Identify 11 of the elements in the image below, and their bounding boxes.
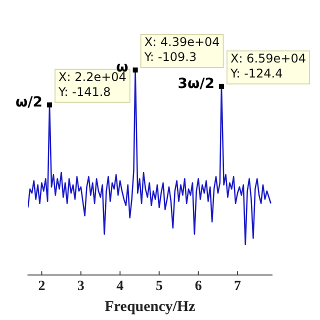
x-tick-label: 6: [194, 279, 202, 294]
x-tick-label: 7: [234, 279, 242, 294]
x-tick-label: 2: [38, 279, 46, 294]
x-tick-label: 3: [77, 279, 84, 294]
annotation: X: 6.59e+04 Y: -124.4: [229, 52, 306, 81]
annotation: ω/2: [16, 94, 43, 111]
x-axis-title: Frequency/Hz: [104, 298, 196, 315]
annotation: X: 4.39e+04 Y: -109.3: [143, 35, 220, 64]
annotation: 3ω/2: [178, 76, 214, 92]
x-tick-label: 4: [116, 279, 124, 294]
x-tick-label: 5: [156, 279, 163, 294]
